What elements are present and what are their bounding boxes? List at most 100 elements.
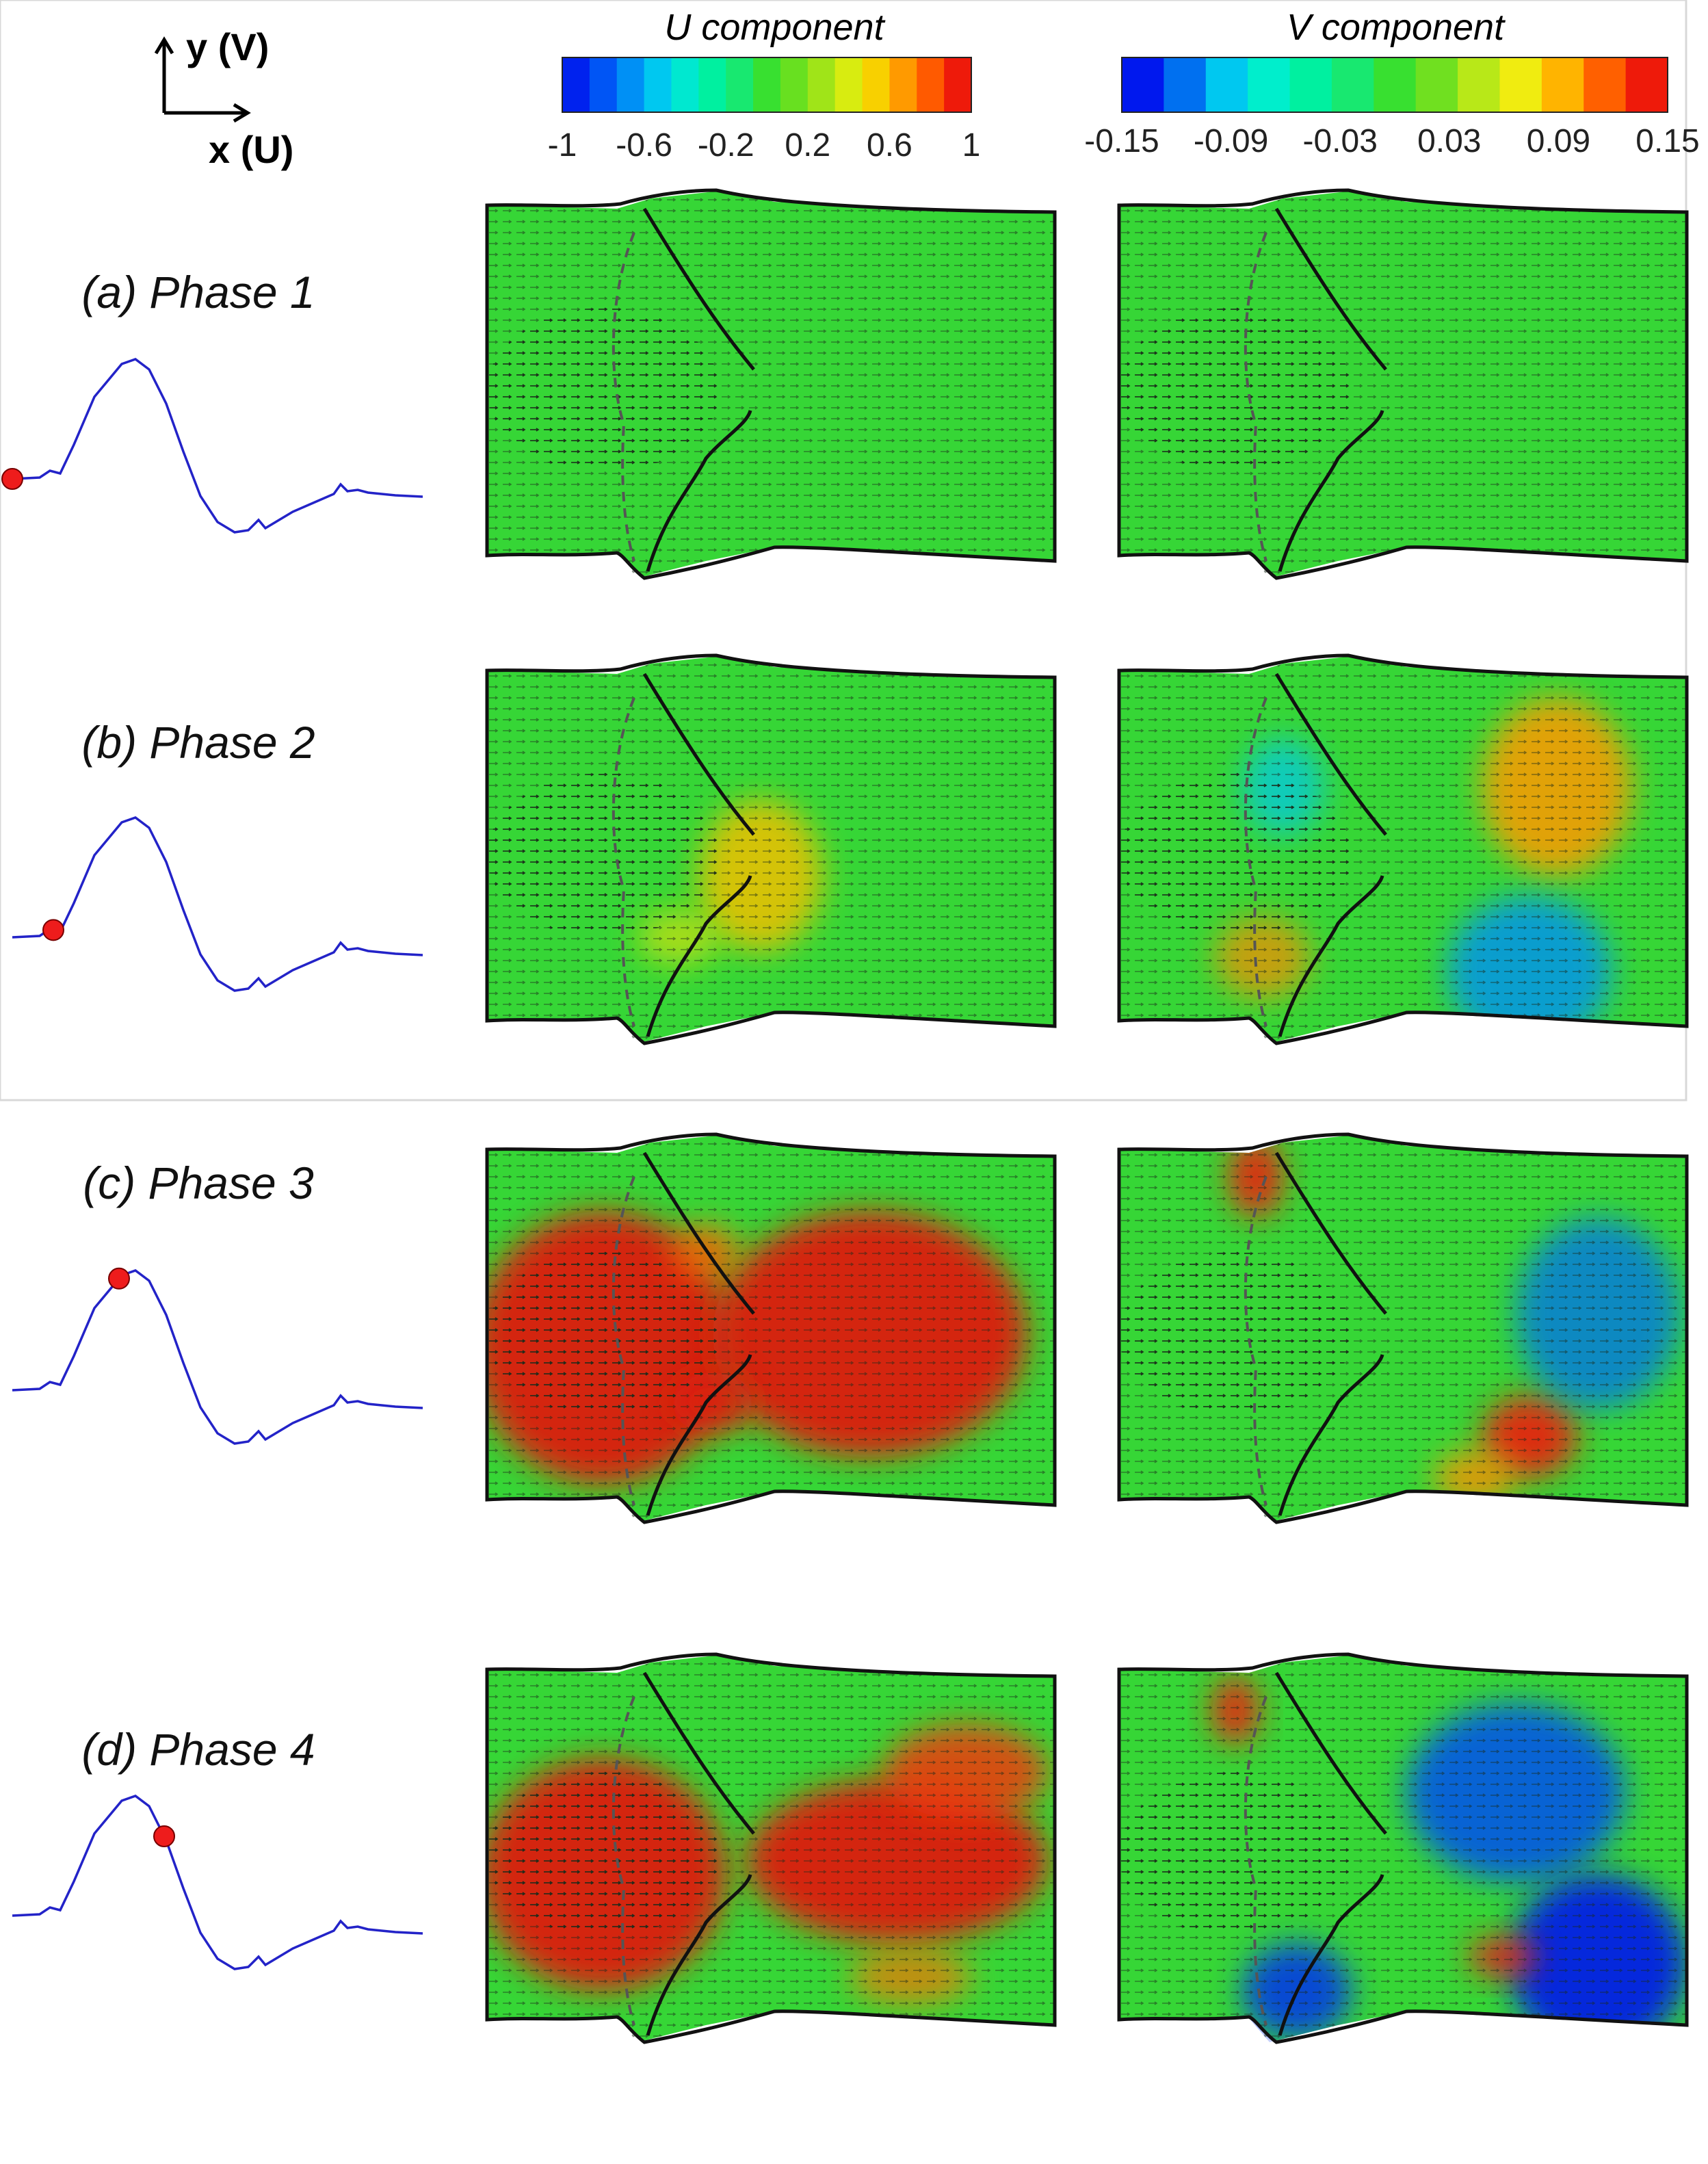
flow-waveform	[12, 358, 423, 534]
colorbar-u-swatch	[698, 57, 726, 112]
valve-leaflets	[642, 1671, 755, 2036]
axes-indicator-arrows	[154, 36, 251, 123]
flow-waveform	[12, 1269, 423, 1445]
phase-row: (d) Phase 4	[12, 1652, 1689, 2044]
colorbar-v-title: V component	[1287, 7, 1506, 48]
vessel-wall	[485, 1652, 1057, 2044]
velocity-field-v	[1117, 188, 1689, 580]
colorbar-v-tick-label: -0.03	[1302, 123, 1377, 159]
velocity-field-u	[485, 1652, 1057, 2044]
colorbar-u-border	[562, 57, 972, 113]
colorbar-u-swatch	[726, 57, 754, 112]
colorbar-u-tick-label: -0.6	[616, 127, 672, 164]
colorbar-u-swatch	[753, 57, 781, 112]
phase-row: (a) Phase 1	[1, 188, 1689, 580]
vessel-wall	[485, 653, 1057, 1045]
colorbar-u-swatch	[889, 57, 917, 112]
colorbar-u-title: U component	[664, 7, 885, 48]
colorbar-v-tick-label: 0.15	[1635, 123, 1699, 159]
valve-leaflets	[1274, 1671, 1387, 2036]
colorbar-v-tick-label: 0.09	[1527, 123, 1590, 159]
vessel-wall	[1117, 1652, 1689, 2044]
x-axis-label: x (U)	[209, 128, 293, 171]
colorbar-v-tick-label: -0.09	[1194, 123, 1268, 159]
phase-marker	[42, 919, 64, 941]
waveform-inset	[1, 358, 423, 534]
phase-row: (c) Phase 3	[12, 1132, 1689, 1524]
colorbar-u-tick-label: 1	[962, 127, 981, 164]
phase-label: (d) Phase 4	[81, 1724, 315, 1775]
flow-waveform	[12, 816, 423, 992]
dense-vector-region	[1119, 1252, 1352, 1416]
colorbar-u-swatch	[589, 57, 618, 112]
axes-indicator: y (V) x (U)	[154, 25, 293, 171]
colorbar-v-tick-label: 0.03	[1417, 123, 1481, 159]
colorbar-u-swatch	[917, 57, 945, 112]
colorbar-v-border	[1121, 57, 1668, 113]
colorbar-v-swatch	[1122, 57, 1164, 112]
phase-label: (a) Phase 1	[81, 267, 315, 317]
vessel-wall	[1117, 188, 1689, 580]
valve-leaflets	[1274, 1151, 1387, 1516]
phase-label: (c) Phase 3	[83, 1158, 314, 1208]
colorbar-v-swatch	[1205, 57, 1248, 112]
valve-leaflets	[642, 673, 755, 1037]
colorbar-v-tick-label: -0.15	[1084, 123, 1159, 159]
waveform-inset	[12, 1267, 423, 1445]
phase-rows: (a) Phase 1 (b) Phase 2 (c) Phase 3 (d) Pha…	[1, 188, 1689, 2044]
phase-marker	[153, 1825, 175, 1847]
velocity-field-v	[1117, 1652, 1689, 2044]
vessel-wall	[485, 1132, 1057, 1524]
colorbar-v-swatch	[1499, 57, 1542, 112]
phase-row: (b) Phase 2	[12, 653, 1689, 1045]
colorbar-v-swatch	[1541, 57, 1584, 112]
colorbar-v-swatch	[1415, 57, 1458, 112]
dense-vector-region	[1119, 308, 1352, 472]
colorbar-u: -1 -0.6 -0.2 0.2 0.6 1	[548, 57, 981, 164]
colorbar-v-swatch	[1248, 57, 1291, 112]
colorbar-v-swatch	[1584, 57, 1627, 112]
colorbar-u-swatch	[671, 57, 699, 112]
colorbar-v-swatch	[1625, 57, 1668, 112]
colorbar-u-swatch	[562, 57, 590, 112]
colorbar-v-swatch	[1289, 57, 1332, 112]
colorbar-u-swatch	[644, 57, 672, 112]
dense-vector-region	[487, 1252, 720, 1416]
vessel-wall	[1117, 653, 1689, 1045]
velocity-field-v	[1117, 653, 1689, 1045]
colorbar-u-swatch	[862, 57, 890, 112]
colorbar-u-tick-label: -1	[548, 127, 577, 164]
colorbar-v-swatch	[1164, 57, 1207, 112]
vessel-wall	[1117, 1132, 1689, 1524]
phase-marker	[1, 468, 23, 490]
velocity-field-u	[485, 188, 1057, 580]
vessel-wall	[485, 188, 1057, 580]
velocity-field-u	[485, 1132, 1057, 1524]
colorbar-u-swatch	[944, 57, 972, 112]
colorbar-v-swatch	[1458, 57, 1500, 112]
velocity-field-v	[1117, 1132, 1689, 1524]
valve-leaflets	[1274, 673, 1387, 1037]
flow-waveform	[12, 1795, 423, 1970]
colorbar-u-swatch	[835, 57, 863, 112]
velocity-field-u	[485, 653, 1057, 1045]
y-axis-label: y (V)	[186, 25, 269, 68]
valve-leaflets	[1274, 207, 1387, 572]
colorbars: U component V component -1 -0.6 -0.2 0.2 0.6…	[548, 7, 1700, 164]
colorbar-v-swatch	[1331, 57, 1374, 112]
dense-vector-region	[487, 308, 720, 472]
colorbar-v-swatch	[1374, 57, 1417, 112]
waveform-inset	[12, 1795, 423, 1970]
phase-label: (b) Phase 2	[81, 717, 315, 768]
colorbar-u-tick-label: -0.2	[698, 127, 754, 164]
dense-vector-region	[487, 773, 720, 937]
colorbar-u-tick-label: 0.6	[867, 127, 912, 164]
colorbar-u-swatch	[780, 57, 809, 112]
dense-vector-region	[1119, 773, 1352, 937]
valve-leaflets	[642, 1151, 755, 1516]
colorbar-u-swatch	[807, 57, 836, 112]
dense-vector-region	[1119, 1772, 1352, 1936]
phase-marker	[108, 1267, 130, 1290]
colorbar-u-tick-label: 0.2	[785, 127, 830, 164]
waveform-inset	[12, 816, 423, 992]
